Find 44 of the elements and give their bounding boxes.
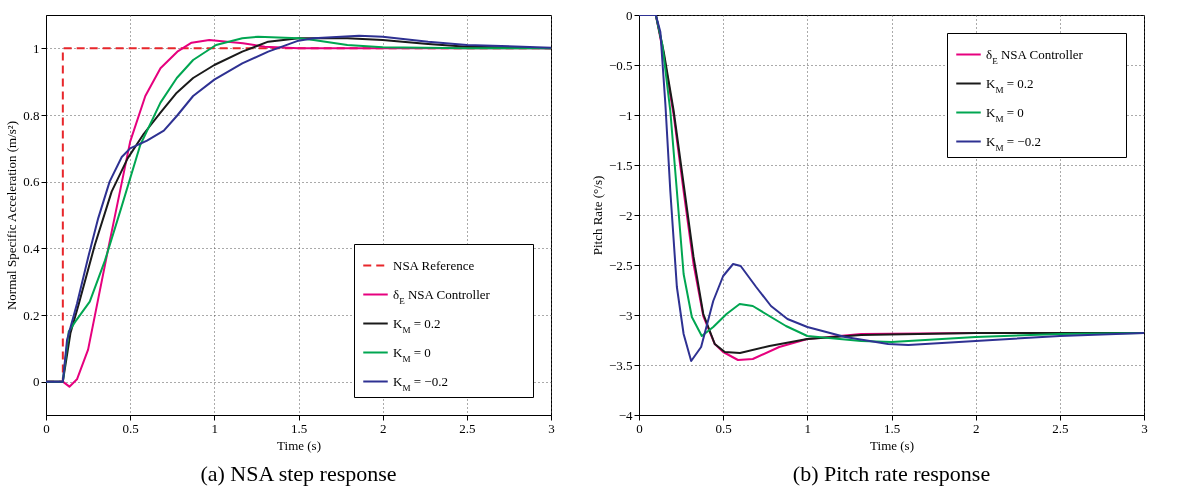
text: (a) NSA step response: [200, 461, 397, 486]
x-tick-label: 2.5: [459, 420, 476, 436]
x-axis-title: Time (s): [277, 437, 321, 453]
x-tick-label: 0: [43, 420, 50, 436]
legend-label: K$_{M}$ = 0.2: [393, 315, 441, 335]
legend-label: K$_{M}$ = −0.2: [393, 373, 448, 393]
legend-label: K$_{M}$ = 0: [393, 344, 431, 364]
legend-label: K$_{M}$ = 0.2: [986, 75, 1034, 95]
y-tick-label: −0.5: [608, 57, 633, 73]
legend-label: K$_{M}$ = 0: [986, 104, 1024, 124]
x-tick-label: 1.5: [883, 420, 901, 436]
x-tick-label: 3: [1141, 420, 1148, 436]
x-tick-label: 0.5: [715, 420, 732, 436]
y-tick-label: 0.4: [23, 240, 40, 256]
x-tick-label: 1.5: [290, 420, 308, 436]
x-tick-label: 1: [804, 420, 812, 436]
x-tick-label: 2.5: [1052, 420, 1069, 436]
x-tick-label: 3: [548, 420, 555, 436]
y-tick-label: 1: [33, 40, 40, 56]
y-tick-label: 0.6: [23, 174, 40, 190]
x-tick-label: 0.5: [122, 420, 139, 436]
y-tick-label: −1.5: [608, 157, 633, 173]
legend-label: K$_{M}$ = −0.2: [986, 133, 1041, 153]
y-axis-title: Normal Specific Acceleration (m/s²): [4, 120, 20, 311]
x-tick-label: 2: [972, 420, 980, 436]
y-tick-label: −2.5: [608, 257, 633, 273]
y-tick-label: 0.2: [23, 307, 40, 323]
x-tick-label: 1: [211, 420, 219, 436]
x-axis-title: Time (s): [870, 437, 914, 453]
y-tick-label: 0: [33, 374, 40, 390]
legend-label: δ$_{E}$ NSA Controller: [393, 286, 491, 306]
y-tick-label: −2: [618, 207, 633, 223]
y-tick-label: −1: [618, 107, 633, 123]
legend-label: δ$_{E}$ NSA Controller: [986, 46, 1084, 66]
x-tick-label: 0: [636, 420, 643, 436]
y-tick-label: 0.8: [23, 107, 40, 123]
x-tick-label: 2: [379, 420, 387, 436]
y-tick-label: −4: [618, 407, 633, 423]
y-tick-label: −3: [618, 307, 633, 323]
text: (b) Pitch rate response: [792, 461, 991, 486]
legend-label: NSA Reference: [393, 257, 475, 273]
y-axis-title: Pitch Rate (°/s): [589, 175, 605, 256]
y-tick-label: −3.5: [608, 357, 633, 373]
y-tick-label: 0: [626, 7, 633, 23]
